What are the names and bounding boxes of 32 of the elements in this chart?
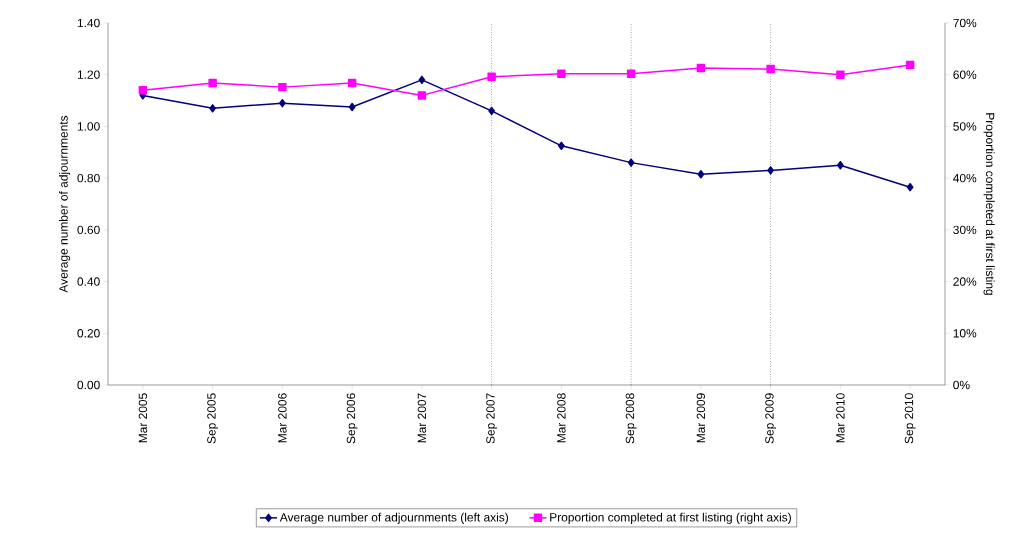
y-tick-label: 1.20 (77, 70, 100, 79)
y-tick-label: 0.00 (77, 380, 100, 390)
y2-tick-label: 70% (953, 18, 977, 28)
x-tick-label: Mar 2008 (557, 393, 566, 443)
x-tick-label: Mar 2007 (417, 393, 427, 443)
legend-label: Proportion completed at first listing (right axis) (550, 512, 791, 524)
x-tick-label: Sep 2006 (346, 393, 358, 444)
y2-tick-label: 40% (953, 173, 977, 183)
y-tick-label: 1.00 (77, 122, 100, 131)
y2-tick-label: 30% (953, 225, 977, 235)
y2-tick-label: 60% (953, 70, 977, 79)
y-tick-label: 0.80 (77, 173, 100, 183)
x-tick-label: Sep 2009 (765, 393, 777, 444)
y-tick-label: 1.40 (77, 18, 100, 28)
y2-tick-label: 10% (953, 329, 977, 338)
y-tick-label: 0.60 (77, 225, 100, 235)
y2-tick-label: 0% (953, 380, 970, 390)
y-tick-label: 0.20 (77, 329, 100, 338)
x-tick-label: Mar 2010 (836, 393, 845, 443)
y-axis-title: Average number of adjournments (58, 115, 71, 293)
x-tick-label: Sep 2005 (207, 393, 219, 444)
x-tick-label: Sep 2010 (904, 393, 916, 444)
y2-tick-label: 20% (953, 277, 977, 286)
legend-label: Average number of adjournments (left axis) (279, 512, 509, 524)
x-tick-label: Mar 2009 (696, 393, 706, 443)
x-tick-label: Mar 2006 (278, 393, 287, 443)
x-tick-label: Sep 2008 (625, 393, 637, 444)
y2-axis-title: Proportion completed at first listing (983, 113, 995, 295)
x-tick-label: Mar 2005 (138, 393, 148, 443)
y-tick-label: 0.40 (77, 277, 100, 286)
y2-tick-label: 50% (953, 122, 977, 131)
x-tick-label: Sep 2007 (486, 393, 498, 444)
